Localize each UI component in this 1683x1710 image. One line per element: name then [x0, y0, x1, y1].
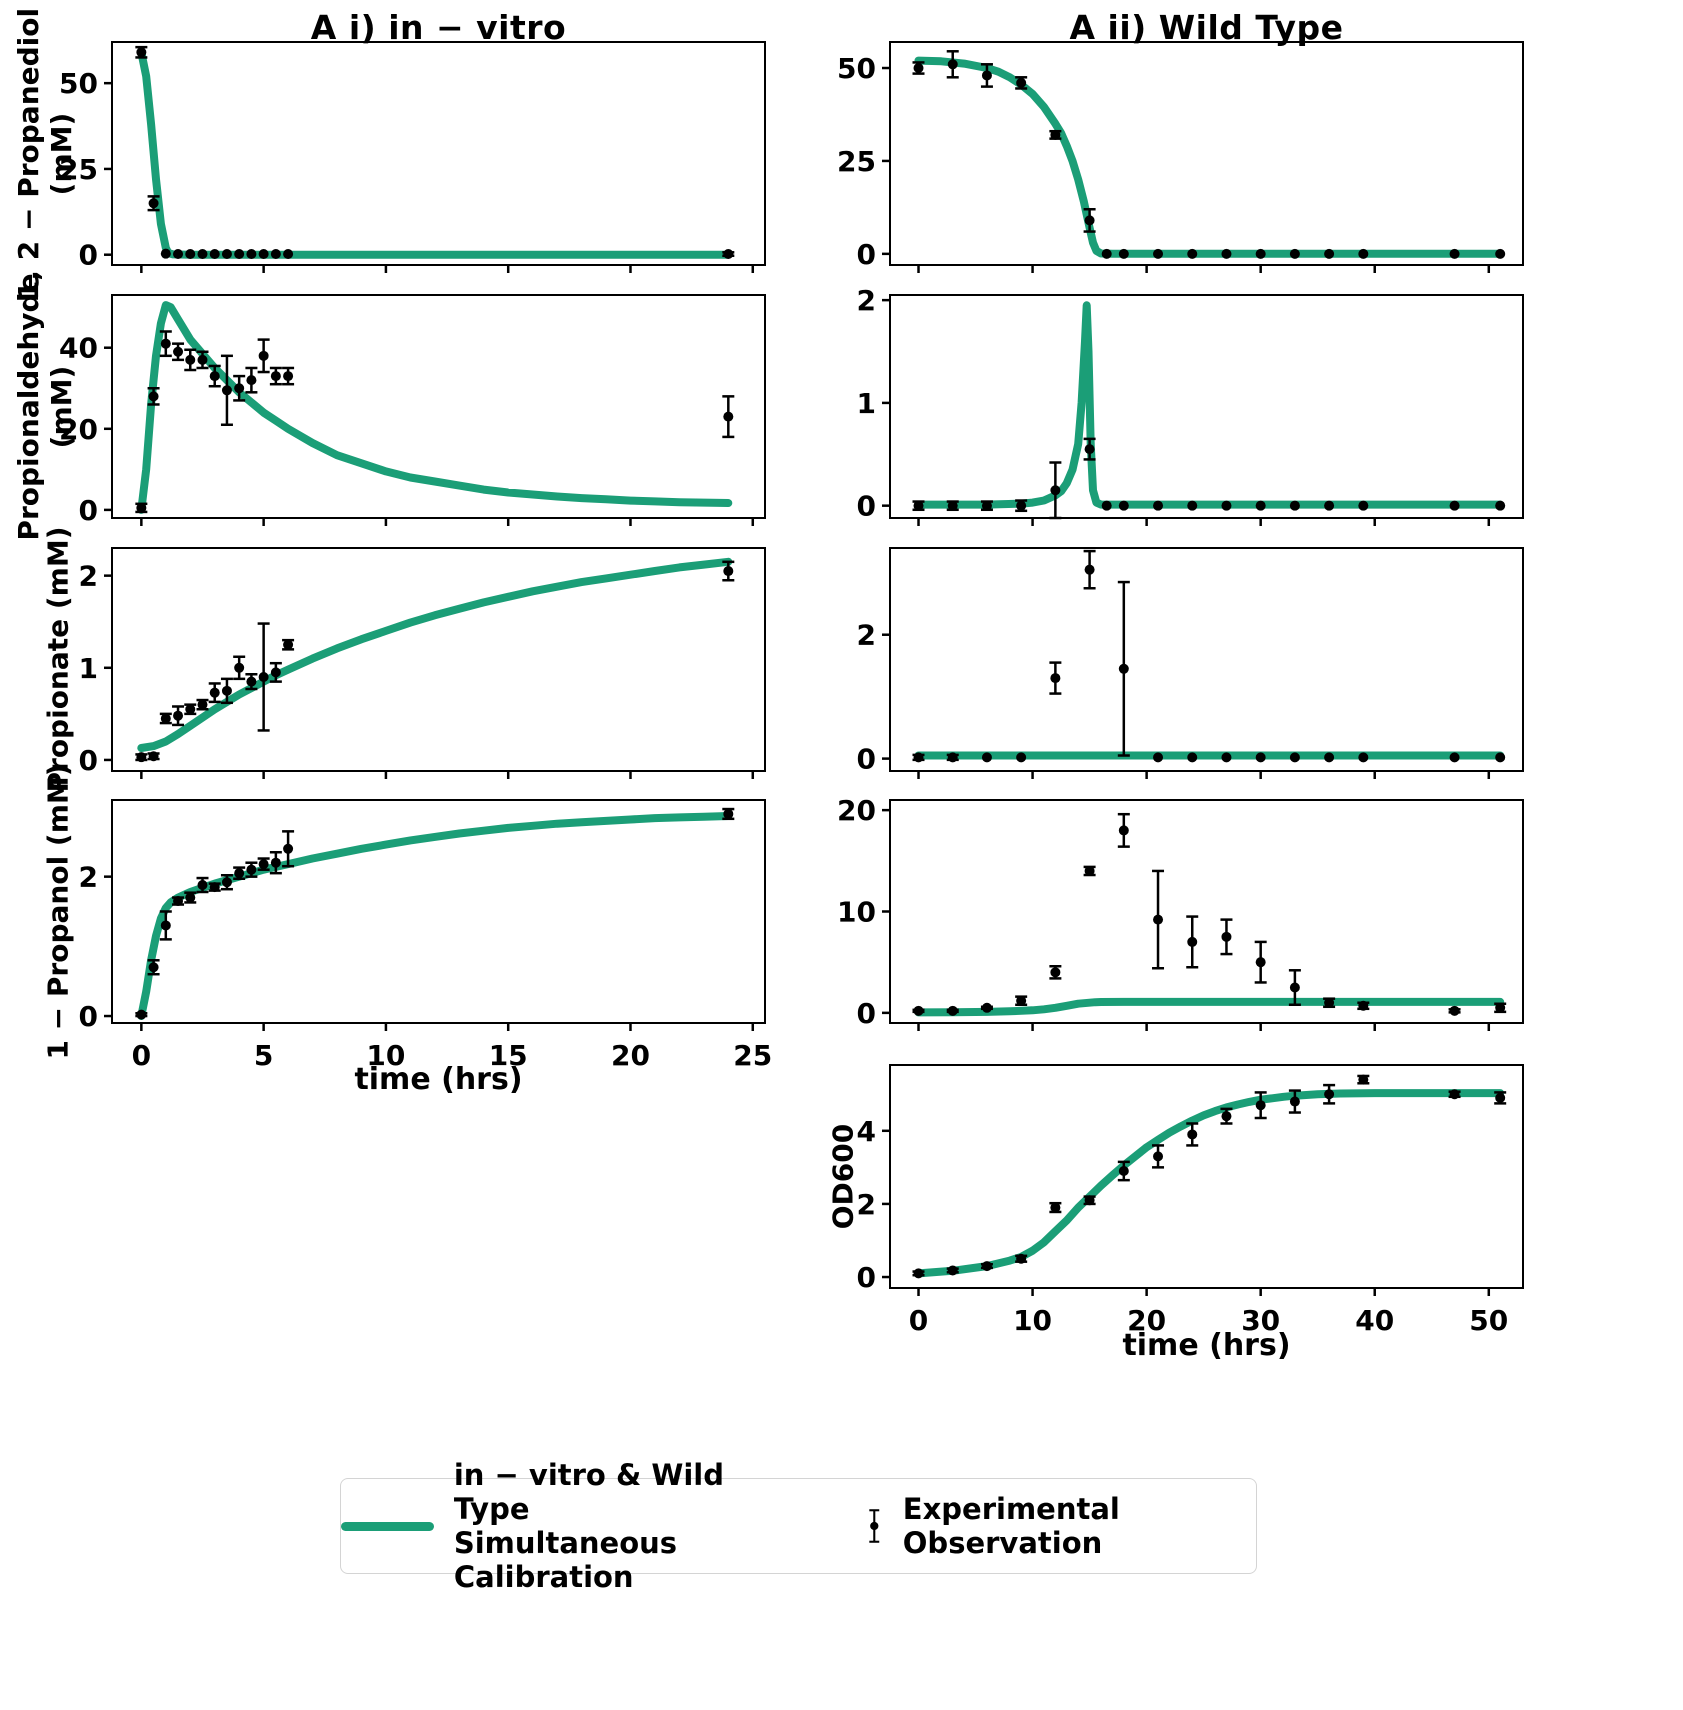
svg-text:0: 0 [79, 1000, 98, 1033]
legend-observation-label: Experimental Observation [902, 1492, 1120, 1560]
svg-text:2: 2 [857, 284, 876, 317]
svg-text:1: 1 [79, 652, 98, 685]
legend-item-calibration: in − vitro & Wild Type Simultaneous Cali… [341, 1458, 796, 1594]
svg-text:30: 30 [1241, 1304, 1280, 1337]
xlabel-wildtype: time (hrs) [1122, 1328, 1291, 1363]
svg-text:25: 25 [733, 1039, 772, 1072]
svg-text:40: 40 [59, 332, 98, 365]
plot-wildtype-propionaldehyde: 0 1 2 [857, 284, 1524, 526]
svg-text:0: 0 [79, 494, 98, 527]
plot-invitro-propionate: 0 1 2 [79, 547, 766, 779]
plot-wildtype-propanol: 0 10 20 [837, 794, 1524, 1031]
svg-text:0: 0 [857, 238, 876, 271]
svg-text:20: 20 [611, 1039, 650, 1072]
svg-text:50: 50 [59, 67, 98, 100]
svg-text:10: 10 [837, 896, 876, 929]
svg-text:20: 20 [837, 794, 876, 827]
plot-wildtype-propanediol: 0 25 50 [837, 41, 1524, 273]
legend-calibration-label-line2: Simultaneous Calibration [453, 1526, 678, 1594]
svg-text:20: 20 [59, 413, 98, 446]
xlabel-invitro: time (hrs) [354, 1062, 523, 1097]
svg-text:0: 0 [909, 1304, 928, 1337]
svg-text:50: 50 [837, 52, 876, 85]
svg-text:2: 2 [857, 1188, 876, 1221]
legend-item-observation: Experimental Observation [866, 1492, 1256, 1560]
errorbar-icon [869, 1509, 880, 1543]
legend: in − vitro & Wild Type Simultaneous Cali… [340, 1458, 1257, 1594]
svg-text:0: 0 [79, 239, 98, 272]
svg-text:50: 50 [1469, 1304, 1508, 1337]
calibration-line-swatch [341, 1521, 434, 1531]
svg-text:25: 25 [837, 145, 876, 178]
svg-text:0: 0 [79, 744, 98, 777]
svg-text:2: 2 [79, 861, 98, 894]
svg-text:25: 25 [59, 153, 98, 186]
svg-text:0: 0 [132, 1039, 151, 1072]
svg-text:0: 0 [857, 997, 876, 1030]
svg-text:0: 0 [857, 490, 876, 523]
plot-wildtype-propionate: 02 [857, 547, 1524, 779]
column-title-wildtype: A ii) Wild Type [1069, 8, 1344, 47]
svg-text:10: 10 [1013, 1304, 1052, 1337]
plot-invitro-propanediol: 0 25 50 [59, 41, 766, 273]
plot-invitro-propionaldehyde: 0 20 40 [59, 294, 766, 527]
svg-text:2: 2 [857, 619, 876, 652]
svg-text:2: 2 [79, 560, 98, 593]
column-title-invitro: A i) in − vitro [310, 8, 567, 47]
svg-text:40: 40 [1355, 1304, 1394, 1337]
plot-invitro-propanol: 0 5 10 15 20 25 0 2 [79, 799, 772, 1072]
svg-text:5: 5 [254, 1039, 273, 1072]
svg-text:20: 20 [1127, 1304, 1166, 1337]
svg-text:10: 10 [366, 1039, 405, 1072]
svg-text:0: 0 [857, 1261, 876, 1294]
svg-text:15: 15 [489, 1039, 528, 1072]
svg-text:4: 4 [857, 1115, 876, 1148]
plot-wildtype-od600: 0 10 20 30 40 50 0 2 4 [857, 1064, 1524, 1337]
svg-text:1: 1 [857, 387, 876, 420]
svg-text:0: 0 [857, 743, 876, 776]
legend-calibration-label-line1: in − vitro & Wild Type [453, 1458, 724, 1526]
